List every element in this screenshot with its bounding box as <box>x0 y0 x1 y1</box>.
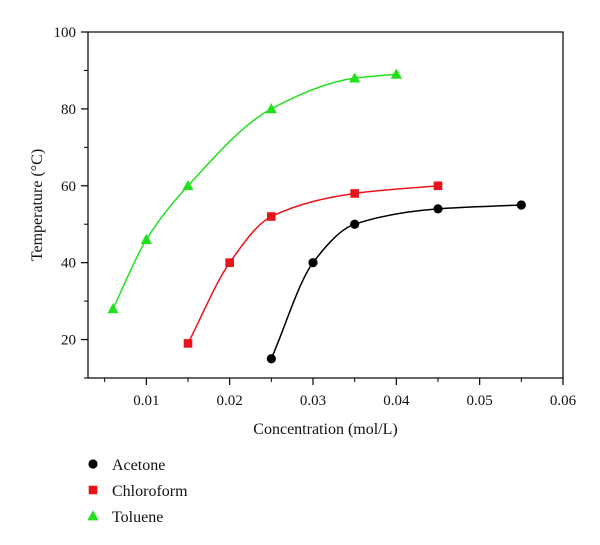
acetone-point <box>433 204 443 214</box>
y-tick-label: 40 <box>61 256 76 272</box>
y-tick-label: 80 <box>61 102 76 118</box>
legend: Acetone Chloroform Toluene <box>87 457 188 526</box>
acetone-point <box>308 258 318 268</box>
x-tick-label: 0.01 <box>133 393 159 409</box>
x-tick-label: 0.05 <box>467 393 493 409</box>
legend-chloroform-label: Chloroform <box>112 483 188 500</box>
axes: 0.01 0.02 0.03 0.04 0.05 0.06 20 40 60 80 100 <box>54 25 577 409</box>
x-tick-label: 0.02 <box>217 393 243 409</box>
legend-toluene-label: Toluene <box>112 509 163 526</box>
toluene-point <box>107 303 119 314</box>
chloroform-point <box>350 189 359 198</box>
legend-acetone-marker <box>88 459 98 469</box>
x-tick-label: 0.04 <box>383 393 410 409</box>
toluene-point <box>265 103 277 114</box>
legend-chloroform-marker <box>88 485 98 495</box>
chloroform-point <box>267 212 276 221</box>
chloroform-point <box>225 258 234 267</box>
toluene-point <box>349 72 361 83</box>
x-axis-title: Concentration (mol/L) <box>253 421 397 438</box>
y-tick-label: 60 <box>61 179 76 195</box>
acetone-line <box>270 204 522 360</box>
acetone-point <box>266 354 276 364</box>
chloroform-point <box>433 181 443 191</box>
series-curves <box>112 73 522 360</box>
y-tick-label: 20 <box>61 333 76 349</box>
acetone-point <box>350 219 360 229</box>
series-markers <box>107 68 526 364</box>
y-axis-title: Temperature (°C) <box>29 149 46 261</box>
x-tick-label: 0.03 <box>300 393 326 409</box>
legend-toluene-marker <box>87 510 99 521</box>
plot-frame <box>87 31 564 379</box>
y-tick-label: 100 <box>54 25 77 41</box>
x-tick-label: 0.06 <box>550 393 577 409</box>
chloroform-point <box>183 339 193 348</box>
acetone-point <box>516 200 526 210</box>
toluene-point <box>182 179 194 191</box>
toluene-point <box>390 68 402 79</box>
legend-acetone-label: Acetone <box>112 457 165 474</box>
toluene-point <box>140 233 152 244</box>
